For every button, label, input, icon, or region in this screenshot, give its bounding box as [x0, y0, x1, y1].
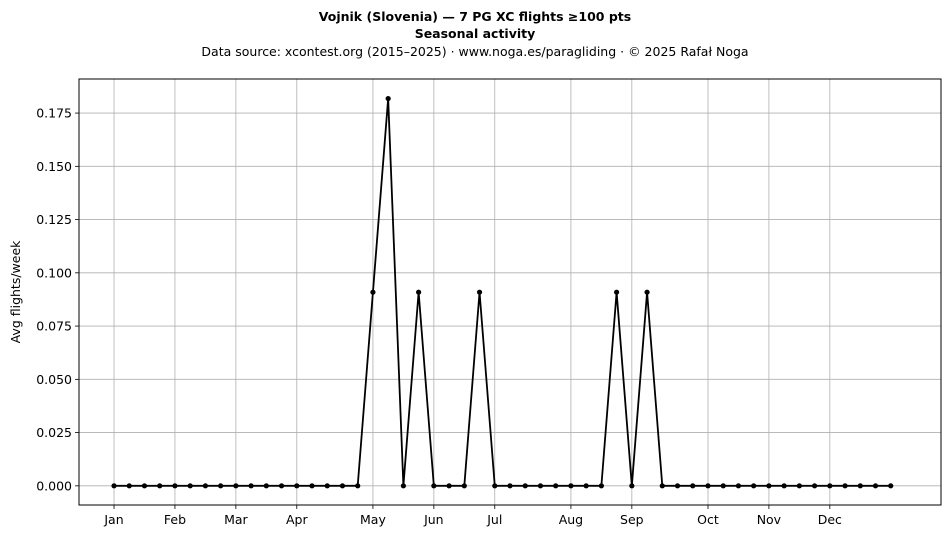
series-line [114, 97, 891, 487]
data-point [248, 483, 254, 489]
data-point [126, 483, 132, 489]
y-tick-label: 0.150 [36, 159, 72, 174]
y-tick-label: 0.100 [36, 265, 72, 280]
x-tick-label: Nov [757, 512, 782, 527]
data-point [735, 483, 742, 489]
y-tick-label: 0.175 [36, 106, 72, 121]
x-axis: Jan Feb Mar Apr May Jun Jul Aug Sep Oct Nov Dec [103, 505, 842, 527]
y-tick-label: 0.125 [36, 212, 72, 227]
data-source-line: Data source: xcontest.org (2015–2025) · … [201, 44, 748, 59]
data-point [705, 483, 711, 489]
series-group [111, 95, 894, 489]
data-point [537, 483, 544, 489]
data-point [827, 483, 833, 489]
data-point [218, 483, 224, 489]
data-point [202, 483, 209, 489]
x-tick-label: Mar [224, 512, 248, 527]
data-point [568, 483, 574, 489]
data-point [492, 483, 498, 489]
data-point [476, 289, 483, 295]
data-point [187, 483, 193, 489]
chart-subtitle: Seasonal activity [415, 26, 536, 41]
data-point [416, 289, 422, 295]
data-point [872, 483, 879, 489]
data-point [888, 483, 894, 489]
x-tick-label: Jun [423, 512, 444, 527]
data-point [309, 483, 315, 489]
data-point [431, 483, 437, 489]
data-point [461, 483, 467, 489]
data-point [263, 483, 269, 489]
y-axis-label: Avg flights/week [8, 240, 23, 344]
data-point [644, 289, 650, 295]
y-tick-label: 0.025 [36, 425, 72, 440]
data-point [659, 483, 665, 489]
data-point [339, 483, 346, 489]
data-point [355, 483, 361, 489]
data-point [446, 483, 452, 489]
data-point [811, 483, 818, 489]
data-point [400, 483, 406, 489]
data-point [370, 289, 376, 295]
data-point [629, 483, 635, 489]
data-point [796, 483, 802, 489]
data-point [842, 483, 848, 489]
x-tick-label: Oct [697, 512, 719, 527]
x-tick-label: Jul [486, 512, 502, 527]
x-tick-label: Apr [286, 512, 308, 527]
data-point [614, 289, 620, 295]
data-point [157, 483, 163, 489]
data-point [583, 483, 589, 489]
x-tick-label: Sep [620, 512, 644, 527]
x-tick-label: Dec [818, 512, 842, 527]
data-point [324, 483, 330, 489]
plot-frame [78, 78, 942, 506]
data-point [553, 483, 559, 489]
data-point [720, 483, 726, 489]
data-point [278, 483, 285, 489]
data-point [690, 483, 696, 489]
data-point [857, 483, 863, 489]
data-point [674, 483, 681, 489]
chart-title: Vojnik (Slovenia) — 7 PG XC flights ≥100… [319, 9, 631, 24]
data-point [385, 95, 391, 102]
data-point [294, 483, 300, 489]
data-point [598, 483, 604, 489]
data-point [172, 483, 178, 489]
x-tick-label: Jan [103, 512, 123, 527]
data-point [766, 483, 772, 489]
data-point [522, 483, 528, 489]
data-point [111, 483, 117, 489]
y-tick-label: 0.075 [36, 319, 72, 334]
data-point [507, 483, 513, 489]
data-point [233, 483, 239, 489]
data-point [781, 483, 787, 489]
y-tick-label: 0.050 [36, 372, 72, 387]
x-tick-label: Aug [559, 512, 583, 527]
grid [79, 79, 941, 505]
y-axis: 0.000 0.025 0.050 0.075 0.100 0.125 0.150 0.175 [36, 106, 79, 493]
y-tick-label: 0.000 [36, 478, 72, 493]
data-point [141, 483, 148, 489]
x-tick-label: Feb [164, 512, 186, 527]
x-tick-label: May [360, 512, 386, 527]
data-point [751, 483, 757, 489]
